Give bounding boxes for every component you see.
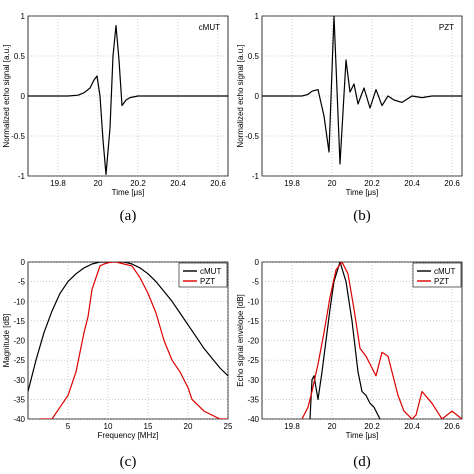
x-tick-label: 20.2 xyxy=(364,422,380,431)
panel-caption: (a) xyxy=(120,208,137,224)
series-line-cmut xyxy=(28,25,228,175)
y-axis-label: Echo signal envelope [dB] xyxy=(236,294,245,387)
y-tick-label: 0 xyxy=(21,92,26,101)
y-tick-label: 1 xyxy=(21,12,26,21)
chart-panel-2: 5 10 15 20 25 -40 -35 -30 -25 -20 -15 -10 -5 0 Frequen… xyxy=(2,258,233,470)
x-tick-label: 20 xyxy=(328,422,337,431)
x-tick-label: 20.6 xyxy=(444,179,460,188)
y-tick-label: 0 xyxy=(255,258,260,267)
x-tick-label: 20.2 xyxy=(130,179,146,188)
legend-box xyxy=(412,262,462,288)
x-tick-label: 20.6 xyxy=(210,179,226,188)
y-tick-label: -30 xyxy=(247,376,259,385)
x-axis-label: Time [μs] xyxy=(112,188,145,197)
series-line-pzt xyxy=(262,16,462,165)
x-axis-label: Time [μs] xyxy=(346,188,379,197)
y-tick-label: -10 xyxy=(247,297,259,306)
x-tick-label: 25 xyxy=(224,422,233,431)
y-tick-label: -15 xyxy=(247,317,259,326)
legend-label-cmut: cMUT xyxy=(434,267,455,276)
legend-label-pzt: PZT xyxy=(200,277,215,286)
x-tick-label: 20 xyxy=(184,422,193,431)
y-tick-label: -10 xyxy=(13,297,25,306)
series-line-pzt xyxy=(301,262,462,419)
y-tick-label: 0.5 xyxy=(248,52,260,61)
x-tick-label: 20 xyxy=(94,179,103,188)
y-tick-label: -40 xyxy=(13,415,25,424)
y-tick-label: -20 xyxy=(247,337,259,346)
x-tick-label: 20.4 xyxy=(404,422,420,431)
y-tick-label: -1 xyxy=(252,172,260,181)
legend-box xyxy=(178,262,228,288)
series-label: cMUT xyxy=(199,23,220,32)
x-tick-label: 10 xyxy=(104,422,113,431)
chart-panel-3: 19.8 20 20.2 20.4 20.6 -40 -35 -30 -25 -20 -15 -10 -… xyxy=(236,258,463,470)
y-tick-label: -5 xyxy=(18,278,26,287)
series-line-cmut xyxy=(28,262,228,392)
y-tick-label: -35 xyxy=(13,395,25,404)
y-tick-label: -5 xyxy=(252,278,260,287)
y-tick-label: -40 xyxy=(247,415,259,424)
y-tick-label: 1 xyxy=(255,12,260,21)
y-tick-label: 0 xyxy=(21,258,26,267)
y-tick-label: -35 xyxy=(247,395,259,404)
y-axis-label: Normalized echo signal [a.u.] xyxy=(2,44,11,147)
x-tick-label: 19.8 xyxy=(50,179,66,188)
series-line-cmut xyxy=(309,262,381,419)
x-tick-label: 5 xyxy=(66,422,71,431)
x-tick-label: 20.2 xyxy=(364,179,380,188)
y-axis-label: Normalized echo signal [a.u.] xyxy=(236,44,245,147)
x-tick-label: 20.4 xyxy=(404,179,420,188)
legend-label-cmut: cMUT xyxy=(200,267,221,276)
x-axis-label: Frequency [MHz] xyxy=(98,431,159,440)
panel-caption: (d) xyxy=(353,454,371,470)
y-tick-label: -0.5 xyxy=(245,132,259,141)
chart-panel-0: 19.8 20 20.2 20.4 20.6 -1 -0.5 0 0.5 1 Time [μs] No… xyxy=(2,12,229,224)
x-tick-label: 15 xyxy=(144,422,153,431)
y-tick-label: -30 xyxy=(13,376,25,385)
x-axis-label: Time [μs] xyxy=(346,431,379,440)
panel-caption: (b) xyxy=(353,208,371,224)
y-axis-label: Magnitude [dB] xyxy=(2,314,11,368)
y-tick-label: -15 xyxy=(13,317,25,326)
legend-label-pzt: PZT xyxy=(434,277,449,286)
x-tick-label: 20.4 xyxy=(170,179,186,188)
y-tick-label: -1 xyxy=(18,172,26,181)
panel-caption: (c) xyxy=(120,454,137,470)
x-tick-label: 19.8 xyxy=(284,179,300,188)
y-tick-label: -25 xyxy=(247,356,259,365)
x-tick-label: 20 xyxy=(328,179,337,188)
x-tick-label: 19.8 xyxy=(284,422,300,431)
y-tick-label: -25 xyxy=(13,356,25,365)
series-line-pzt xyxy=(40,262,228,419)
y-tick-label: -0.5 xyxy=(11,132,25,141)
y-tick-label: 0 xyxy=(255,92,260,101)
series-label: PZT xyxy=(439,23,454,32)
chart-panel-1: 19.8 20 20.2 20.4 20.6 -1 -0.5 0 0.5 1 Time [μs] No… xyxy=(236,12,463,224)
x-tick-label: 20.6 xyxy=(444,422,460,431)
y-tick-label: -20 xyxy=(13,337,25,346)
y-tick-label: 0.5 xyxy=(14,52,26,61)
